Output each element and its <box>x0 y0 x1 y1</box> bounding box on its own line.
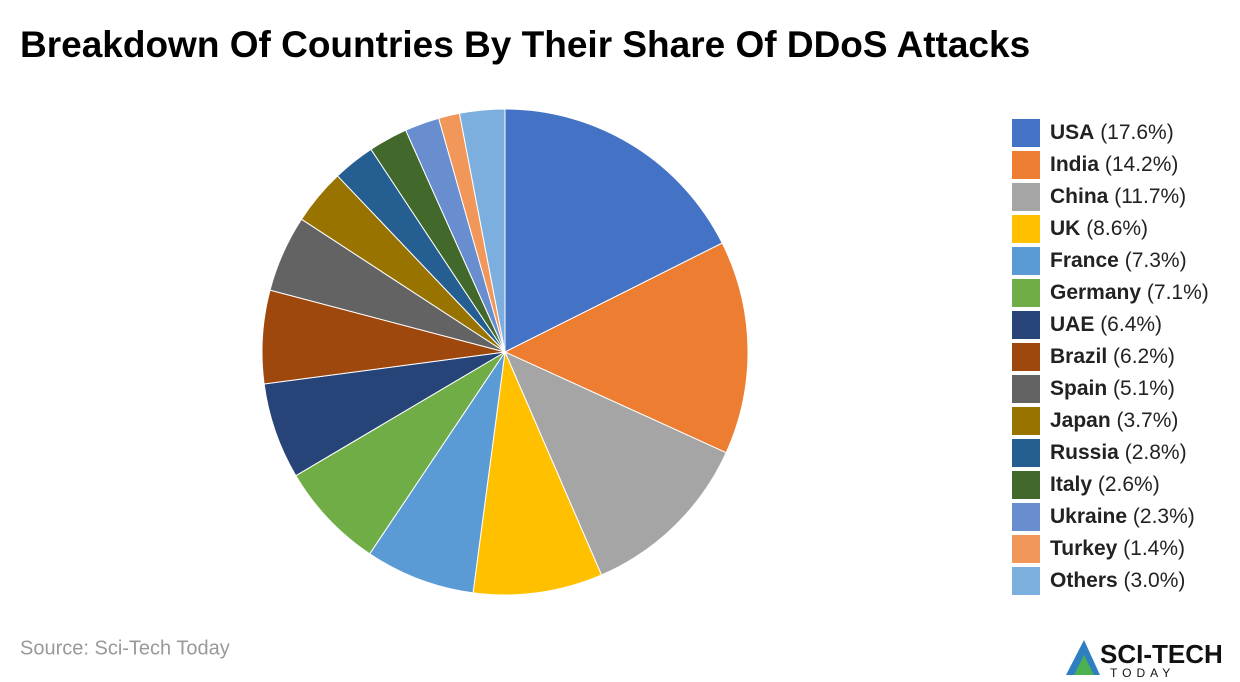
legend-label: Japan (3.7%) <box>1050 409 1178 432</box>
legend-value: (7.3%) <box>1125 249 1187 272</box>
legend-name: Japan <box>1050 409 1111 432</box>
legend-name: Brazil <box>1050 345 1107 368</box>
pie-slice <box>503 242 749 454</box>
legend-label: Italy (2.6%) <box>1050 473 1160 496</box>
legend-swatch <box>1012 183 1040 211</box>
legend-swatch <box>1012 311 1040 339</box>
legend-swatch <box>1012 279 1040 307</box>
pie-slice <box>458 108 506 353</box>
legend-value: (3.0%) <box>1124 569 1186 592</box>
legend-swatch <box>1012 567 1040 595</box>
legend-label: China (11.7%) <box>1050 185 1186 208</box>
legend-name: India <box>1050 153 1099 176</box>
legend-name: UK <box>1050 217 1080 240</box>
legend-swatch <box>1012 375 1040 403</box>
legend-value: (7.1%) <box>1147 281 1209 304</box>
legend-label: France (7.3%) <box>1050 249 1187 272</box>
legend-swatch <box>1012 247 1040 275</box>
legend-value: (8.6%) <box>1086 217 1148 240</box>
pie-slice <box>368 351 506 594</box>
chart-title: Breakdown Of Countries By Their Share Of… <box>20 24 1030 65</box>
legend-swatch <box>1012 439 1040 467</box>
legend-label: Germany (7.1%) <box>1050 281 1209 304</box>
legend-swatch <box>1012 343 1040 371</box>
legend-swatch <box>1012 215 1040 243</box>
legend-label: India (14.2%) <box>1050 153 1178 176</box>
legend-label: Brazil (6.2%) <box>1050 345 1175 368</box>
legend-name: USA <box>1050 121 1094 144</box>
legend-value: (17.6%) <box>1100 121 1174 144</box>
legend-swatch <box>1012 503 1040 531</box>
legend-name: Ukraine <box>1050 505 1127 528</box>
legend-value: (3.7%) <box>1117 409 1179 432</box>
pie-slice <box>472 350 603 596</box>
legend-label: Russia (2.8%) <box>1050 441 1187 464</box>
legend-name: China <box>1050 185 1109 208</box>
legend-value: (2.6%) <box>1098 473 1160 496</box>
legend-label: UAE (6.4%) <box>1050 313 1162 336</box>
legend-swatch <box>1012 151 1040 179</box>
legend-label: Spain (5.1%) <box>1050 377 1175 400</box>
legend-name: Turkey <box>1050 537 1118 560</box>
legend-name: Others <box>1050 569 1118 592</box>
legend-label: Ukraine (2.3%) <box>1050 505 1195 528</box>
legend-value: (2.8%) <box>1125 441 1187 464</box>
pie-slice <box>504 351 727 576</box>
legend-value: (14.2%) <box>1105 153 1179 176</box>
legend-value: (11.7%) <box>1114 185 1186 208</box>
logo: SCI-TECH TODAY <box>1066 639 1223 680</box>
legend-swatch <box>1012 407 1040 435</box>
legend-label: UK (8.6%) <box>1050 217 1148 240</box>
legend-label: Turkey (1.4%) <box>1050 537 1185 560</box>
legend-name: Spain <box>1050 377 1107 400</box>
logo-subtitle: TODAY <box>1110 666 1175 680</box>
legend-label: USA (17.6%) <box>1050 121 1174 144</box>
legend-value: (2.3%) <box>1133 505 1195 528</box>
legend-name: UAE <box>1050 313 1094 336</box>
pie-slice <box>295 351 506 555</box>
legend-value: (5.1%) <box>1113 377 1175 400</box>
legend-swatch <box>1012 471 1040 499</box>
legend-name: France <box>1050 249 1119 272</box>
legend-value: (6.2%) <box>1113 345 1175 368</box>
source: Source: Sci-Tech Today <box>20 637 230 659</box>
legend-swatch <box>1012 535 1040 563</box>
logo-title: SCI-TECH <box>1100 639 1223 669</box>
legend-name: Russia <box>1050 441 1119 464</box>
pie-slice <box>504 108 723 353</box>
legend-name: Germany <box>1050 281 1141 304</box>
legend-swatch <box>1012 119 1040 147</box>
logo-icon <box>1074 655 1094 675</box>
legend-name: Italy <box>1050 473 1092 496</box>
legend-value: (1.4%) <box>1123 537 1185 560</box>
legend-value: (6.4%) <box>1100 313 1162 336</box>
legend-label: Others (3.0%) <box>1050 569 1185 592</box>
